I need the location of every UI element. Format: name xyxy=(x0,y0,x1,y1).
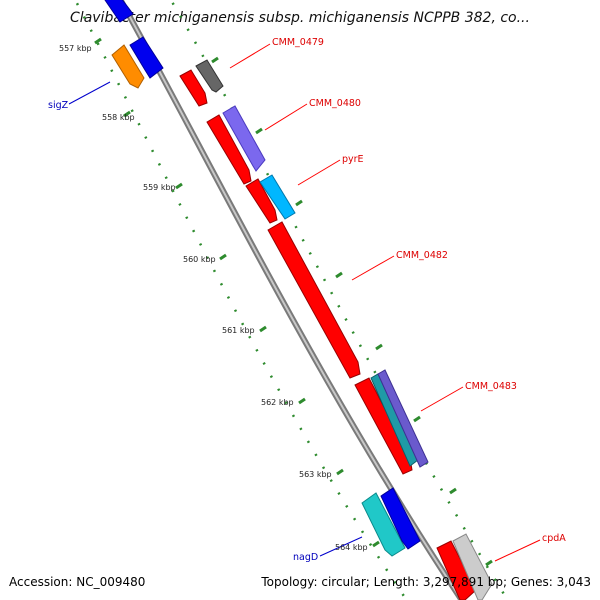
gene-cmm0482-arrow xyxy=(267,221,361,379)
gene-reverse-arrow xyxy=(129,36,164,79)
gene-purple-arrow xyxy=(222,105,266,172)
gene-cmm0480-arrow xyxy=(206,114,252,185)
major-tick xyxy=(336,468,344,476)
gene-sigz-arrow xyxy=(111,44,145,89)
pointer-cpda xyxy=(494,539,541,562)
gene-label-pyre[interactable]: pyrE xyxy=(342,154,364,165)
gene-label-cmm0483[interactable]: CMM_0483 xyxy=(465,381,517,392)
topology-text: Topology: circular; Length: 3,297,891 bp… xyxy=(261,575,591,589)
pointer-cmm0482 xyxy=(351,255,395,281)
gene-grey-arrow xyxy=(195,59,224,93)
major-tick xyxy=(175,182,183,190)
major-tick xyxy=(211,56,219,64)
tick-label-564: 564 kbp xyxy=(335,543,368,552)
major-tick xyxy=(335,271,343,279)
pointer-pyre xyxy=(297,159,341,186)
tick-label-560: 560 kbp xyxy=(183,255,216,264)
major-tick xyxy=(219,253,227,261)
gene-label-cpda[interactable]: cpdA xyxy=(542,533,566,544)
major-tick xyxy=(449,487,457,495)
major-tick xyxy=(295,199,303,207)
tick-label-558: 558 kbp xyxy=(102,113,135,122)
gene-reverse-arrow xyxy=(104,0,134,23)
tick-label-559: 559 kbp xyxy=(143,183,176,192)
major-tick xyxy=(372,540,380,548)
gene-nagd-arrow xyxy=(361,492,406,557)
gene-label-cmm0480[interactable]: CMM_0480 xyxy=(309,98,361,109)
major-tick xyxy=(298,397,306,405)
gene-cmm0479-arrow xyxy=(179,69,208,107)
pointer-cmm0483 xyxy=(420,386,464,412)
pointer-sigz xyxy=(68,81,111,105)
tick-label-563: 563 kbp xyxy=(299,470,332,479)
gene-reverse-arrow xyxy=(380,487,421,550)
gene-cyan-arrow xyxy=(259,174,296,220)
tick-label-561: 561 kbp xyxy=(222,326,255,335)
major-tick xyxy=(413,415,421,423)
gene-label-cmm0479[interactable]: CMM_0479 xyxy=(272,37,324,48)
gene-silver-arrow xyxy=(452,533,493,600)
gene-violet-stripe xyxy=(377,369,429,468)
major-tick xyxy=(255,127,263,135)
tick-label-562: 562 kbp xyxy=(261,398,294,407)
gene-label-sigz[interactable]: sigZ xyxy=(48,100,69,111)
pointer-cmm0479 xyxy=(229,43,271,69)
gene-label-cmm0482[interactable]: CMM_0482 xyxy=(396,250,448,261)
major-tick xyxy=(123,110,131,118)
pointer-cmm0480 xyxy=(264,103,308,131)
pointer-nagd xyxy=(319,536,363,557)
major-tick xyxy=(485,559,493,567)
tick-label-557: 557 kbp xyxy=(59,44,92,53)
major-tick xyxy=(259,325,267,333)
genome-backbone-highlight xyxy=(119,0,463,600)
accession-text: Accession: NC_009480 xyxy=(9,575,146,589)
gene-cpda-arrow xyxy=(436,540,477,600)
map-title: Clavibacter michiganensis subsp. michiga… xyxy=(70,10,530,26)
major-tick xyxy=(375,343,383,351)
gene-pyre-arrow xyxy=(245,178,278,224)
major-tick xyxy=(94,37,102,45)
gene-label-nagd[interactable]: nagD xyxy=(293,552,318,563)
